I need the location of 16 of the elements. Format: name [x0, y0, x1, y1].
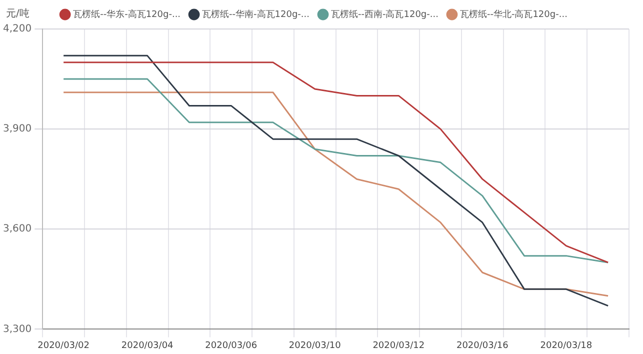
x-tick-label: 2020/03/06 [205, 340, 258, 351]
legend-label: 瓦楞纸--西南-高瓦120g-... [331, 8, 438, 20]
y-tick-label: 3,600 [2, 224, 32, 235]
x-tick-label: 2020/03/18 [540, 340, 592, 351]
y-axis-title: 元/吨 [6, 8, 30, 20]
legend-label: 瓦楞纸--华北-高瓦120g-... [460, 8, 568, 20]
legend-label: 瓦楞纸--华南-高瓦120g-... [202, 8, 310, 20]
legend-label: 瓦楞纸--华东-高瓦120g-... [73, 8, 181, 20]
x-tick-label: 2020/03/12 [372, 340, 425, 351]
y-tick-label: 3,300 [2, 324, 32, 335]
y-tick-label: 3,900 [2, 124, 32, 135]
x-tick-label: 2020/03/02 [38, 340, 90, 351]
x-tick-label: 2020/03/04 [121, 340, 174, 351]
x-tick-label: 2020/03/10 [288, 340, 342, 351]
x-tick-label: 2020/03/16 [456, 340, 509, 351]
y-tick-label: 4,200 [2, 24, 32, 35]
